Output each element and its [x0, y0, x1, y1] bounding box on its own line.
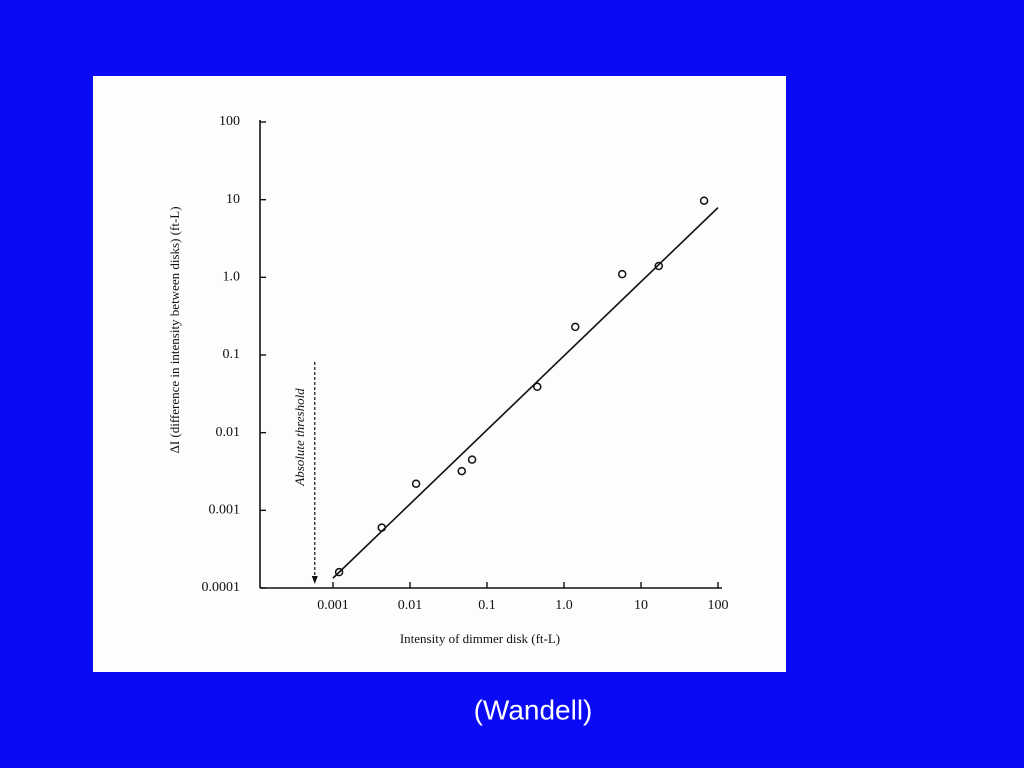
data-point	[533, 382, 542, 392]
y-tick-label: 0.001	[209, 503, 241, 518]
x-tick-label: 0.1	[478, 598, 496, 613]
x-axis-label: Intensity of dimmer disk (ft-L)	[400, 631, 560, 646]
data-point	[334, 567, 344, 577]
threshold-label: Absolute threshold	[292, 388, 307, 487]
x-tick-label: 100	[708, 598, 729, 613]
data-point	[617, 269, 627, 279]
data-point	[699, 196, 709, 205]
y-axis-label: ΔI (difference in intensity between disk…	[167, 206, 182, 453]
y-tick-label: 100	[219, 114, 240, 129]
threshold-arrow	[311, 576, 318, 584]
figure-panel	[93, 76, 786, 672]
caption: (Wandell)	[474, 694, 593, 725]
data-point	[457, 466, 467, 476]
data-point	[467, 455, 477, 464]
data-point	[654, 261, 663, 271]
data-point	[411, 479, 421, 488]
x-tick-label: 0.001	[317, 598, 349, 613]
x-tick-label: 10	[634, 598, 648, 613]
x-tick-label: 1.0	[555, 598, 573, 613]
data-point	[571, 322, 580, 332]
y-tick-label: 1.0	[223, 270, 241, 285]
y-tick-label: 0.1	[223, 347, 241, 362]
y-tick-label: 10	[226, 192, 240, 207]
x-tick-label: 0.01	[398, 598, 423, 613]
data-point	[377, 523, 387, 532]
fit-line	[332, 207, 719, 579]
y-tick-label: 0.0001	[202, 580, 241, 595]
y-tick-label: 0.01	[216, 425, 241, 440]
